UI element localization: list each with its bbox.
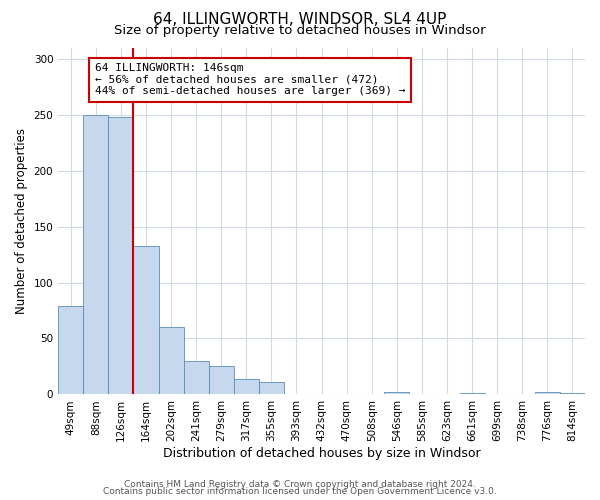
Bar [58, 306, 83, 394]
Bar [133, 246, 158, 394]
Bar [385, 392, 409, 394]
Bar [109, 117, 133, 394]
Bar [209, 366, 234, 394]
Text: 64, ILLINGWORTH, WINDSOR, SL4 4UP: 64, ILLINGWORTH, WINDSOR, SL4 4UP [154, 12, 446, 28]
Text: Contains HM Land Registry data © Crown copyright and database right 2024.: Contains HM Land Registry data © Crown c… [124, 480, 476, 489]
Bar [259, 382, 284, 394]
Bar [158, 328, 184, 394]
Text: Contains public sector information licensed under the Open Government Licence v3: Contains public sector information licen… [103, 487, 497, 496]
Y-axis label: Number of detached properties: Number of detached properties [15, 128, 28, 314]
X-axis label: Distribution of detached houses by size in Windsor: Distribution of detached houses by size … [163, 447, 481, 460]
Bar [535, 392, 560, 394]
Bar [184, 361, 209, 394]
Text: 64 ILLINGWORTH: 146sqm
← 56% of detached houses are smaller (472)
44% of semi-de: 64 ILLINGWORTH: 146sqm ← 56% of detached… [95, 63, 406, 96]
Bar [234, 379, 259, 394]
Text: Size of property relative to detached houses in Windsor: Size of property relative to detached ho… [114, 24, 486, 37]
Bar [83, 114, 109, 394]
